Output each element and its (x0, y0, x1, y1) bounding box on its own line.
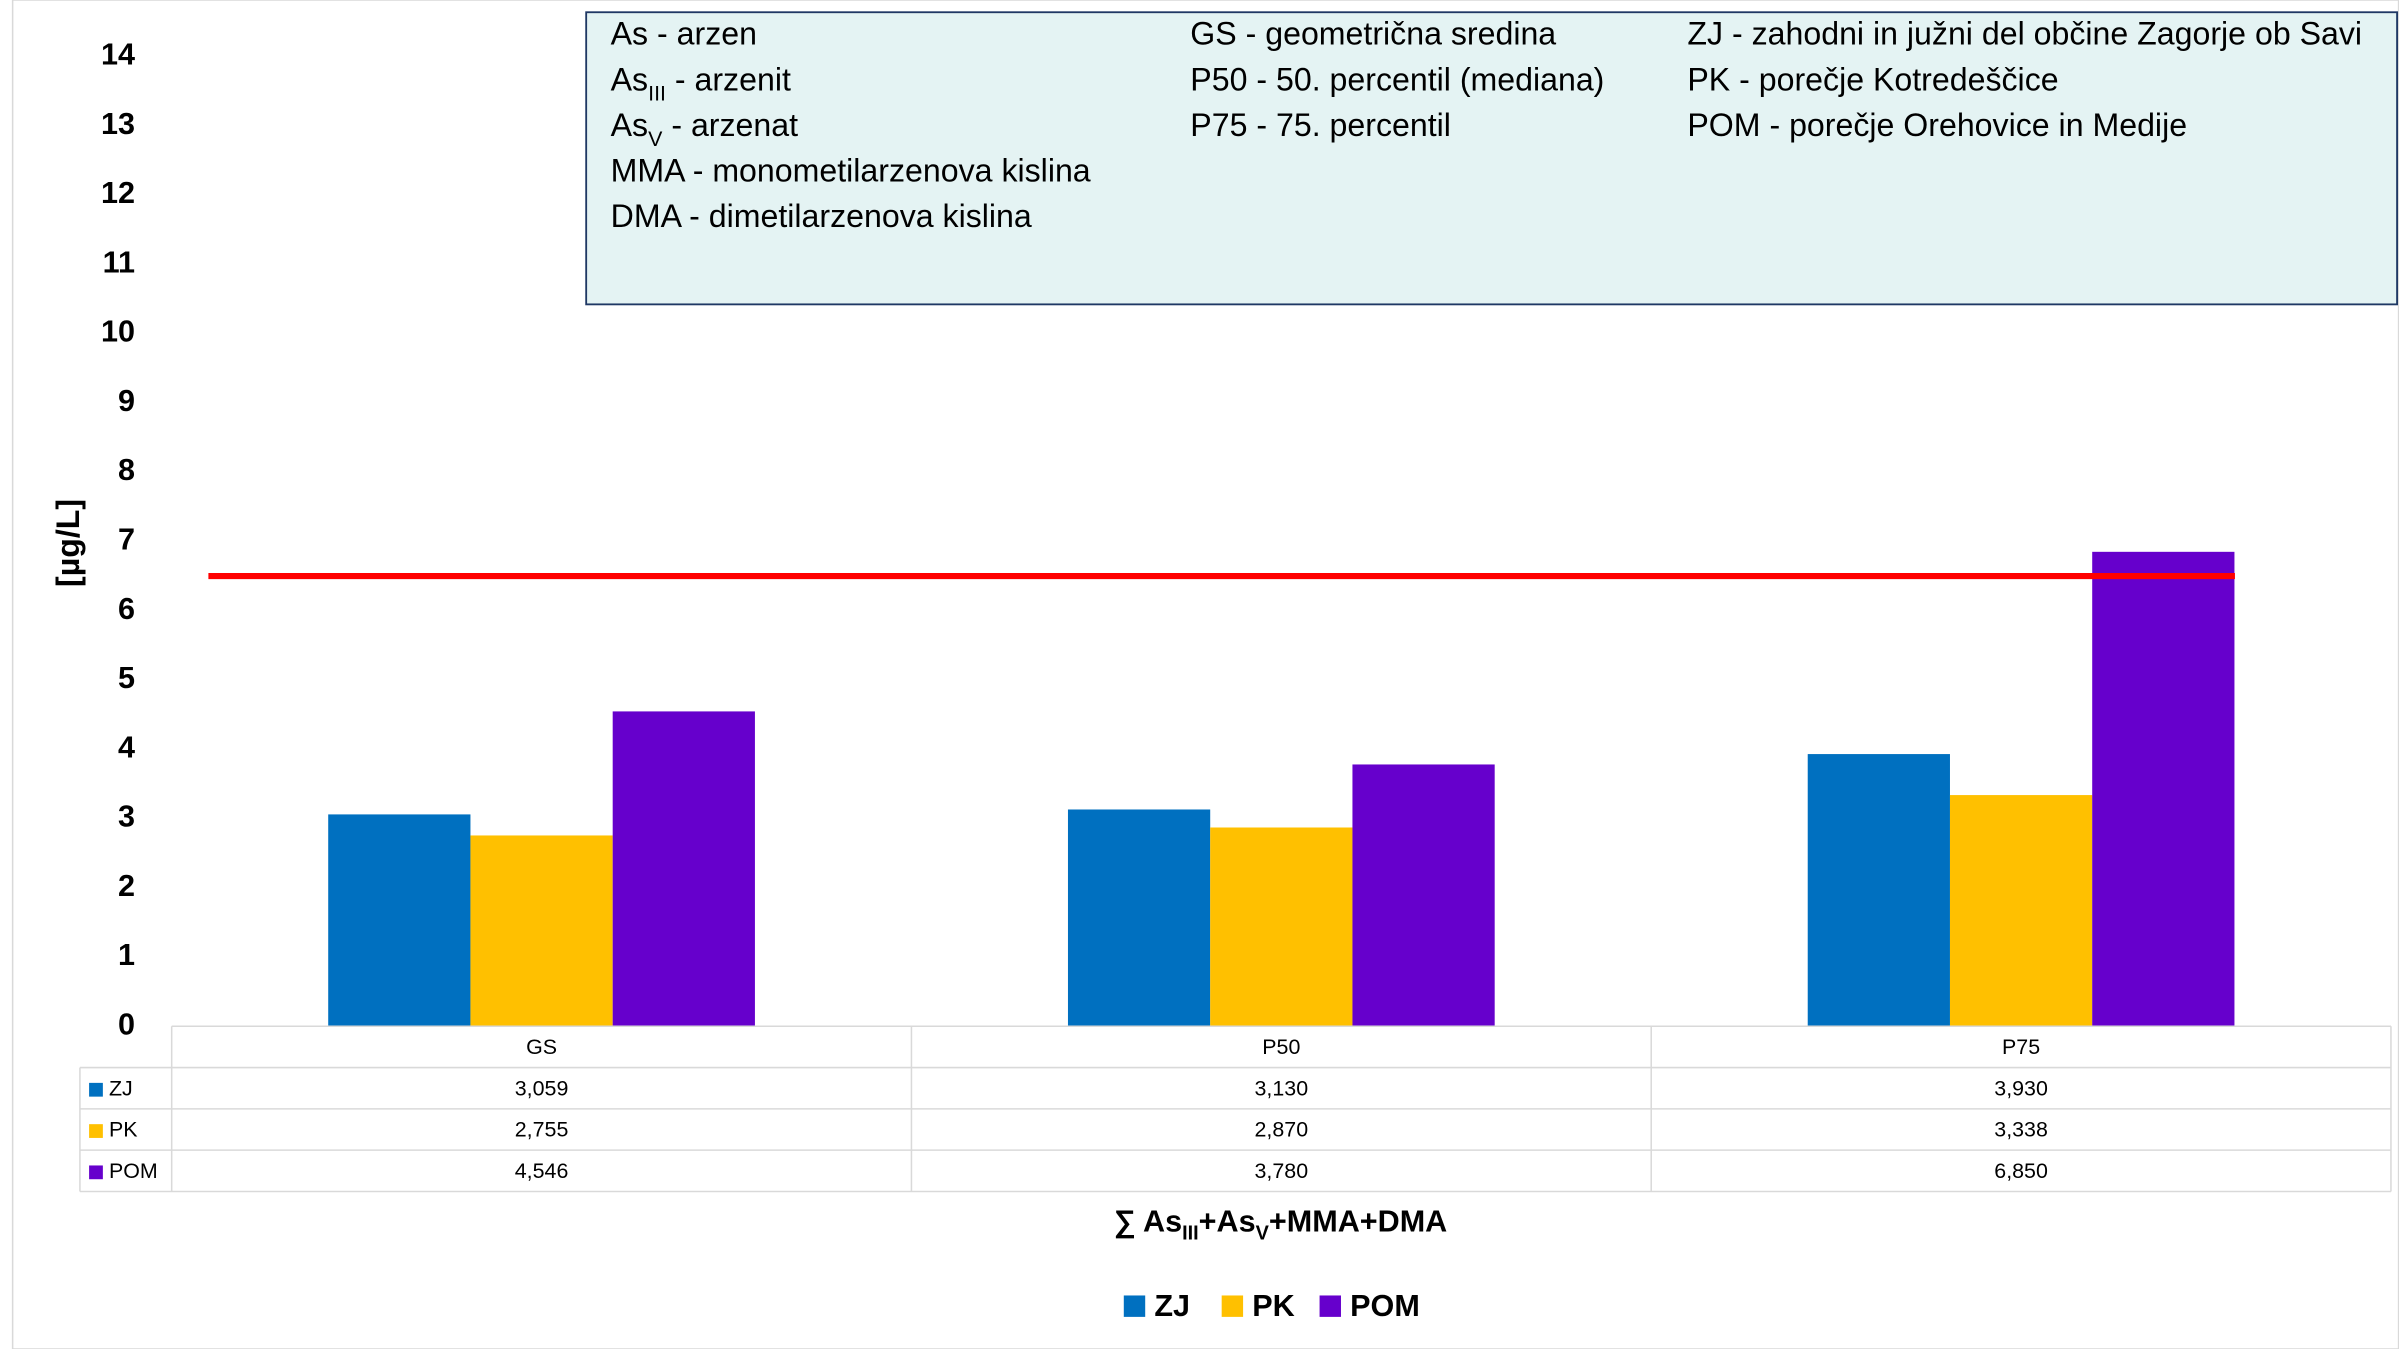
text-part: P50 - 50. percentil (mediana) (1190, 62, 1604, 98)
text-part: - arzenat (662, 107, 798, 143)
y-tick-label: 6 (118, 592, 135, 626)
legend-swatch (1221, 1295, 1244, 1317)
y-tick-label: 7 (118, 523, 135, 557)
glossary-entry: P75 - 75. percentil (1190, 107, 1451, 143)
table-value: 2,870 (1255, 1118, 1309, 1142)
x-tick-label: GS (526, 1035, 557, 1059)
glossary-entry: PK - porečje Kotredeščice (1687, 62, 2058, 98)
table-series-name: PK (109, 1118, 138, 1142)
table-series-name: POM (109, 1159, 158, 1183)
table-series-name: ZJ (109, 1076, 133, 1100)
y-tick-label: 8 (118, 453, 135, 487)
y-tick-label: 11 (103, 245, 135, 279)
legend-swatch (1123, 1295, 1146, 1317)
legend-label: POM (1350, 1289, 1420, 1323)
text-part: DMA - dimetilarzenova kislina (611, 199, 1032, 235)
text-part: +As (1199, 1205, 1256, 1239)
y-axis-label: [µg/L] (50, 499, 86, 587)
glossary-entry: POM - porečje Orehovice in Medije (1687, 107, 2187, 143)
glossary-entry: MMA - monometilarzenova kislina (611, 153, 1091, 189)
glossary-box (585, 11, 2398, 306)
text-part: P75 - 75. percentil (1190, 107, 1451, 143)
legend-label: ZJ (1154, 1289, 1190, 1323)
table-key (89, 1124, 103, 1138)
table-value: 3,130 (1255, 1076, 1309, 1100)
bar (1352, 764, 1495, 1027)
subscript: V (1256, 1223, 1270, 1245)
y-tick-label: 9 (118, 384, 135, 418)
text-part: As (611, 62, 648, 98)
bar (2092, 551, 2235, 1027)
bar (612, 711, 755, 1027)
y-tick-label: 12 (101, 176, 135, 210)
glossary-entry: As - arzen (611, 16, 757, 52)
glossary-entry: AsV - arzenat (611, 107, 798, 150)
table-value: 3,338 (1994, 1118, 2048, 1142)
glossary-entry: DMA - dimetilarzenova kislina (611, 199, 1032, 235)
text-part: PK - porečje Kotredeščice (1687, 62, 2058, 98)
x-tick-label: P50 (1262, 1035, 1300, 1059)
text-part: MMA - monometilarzenova kislina (611, 153, 1091, 189)
table-value: 3,059 (515, 1076, 569, 1100)
bar (470, 835, 613, 1027)
x-axis-label: ∑ AsIII+AsV+MMA+DMA (1114, 1205, 1447, 1245)
glossary-entry: GS - geometrična sredina (1190, 16, 1556, 52)
y-tick-label: 10 (101, 315, 135, 349)
y-tick-label: 4 (118, 730, 135, 764)
legend-label: PK (1252, 1289, 1294, 1323)
text-part: POM - porečje Orehovice in Medije (1687, 107, 2187, 143)
text-part: ∑ As (1114, 1205, 1182, 1239)
text-part: As - arzen (611, 16, 757, 52)
y-tick-label: 2 (118, 869, 135, 903)
glossary-entry: AsIII - arzenit (611, 62, 791, 105)
bar (1210, 827, 1353, 1027)
y-tick-label: 14 (101, 38, 135, 72)
bar (328, 814, 471, 1027)
table-key (89, 1165, 103, 1180)
x-tick-label: P75 (2002, 1035, 2040, 1059)
glossary-entry: P50 - 50. percentil (mediana) (1190, 62, 1604, 98)
bar (1807, 754, 1950, 1027)
subscript: III (648, 81, 666, 105)
table-value: 4,546 (515, 1159, 569, 1183)
legend-swatch (1319, 1295, 1341, 1317)
subscript: V (648, 127, 663, 151)
text-part: GS - geometrična sredina (1190, 16, 1556, 52)
glossary-entry: ZJ - zahodni in južni del občine Zagorje… (1687, 16, 2362, 52)
table-value: 3,780 (1255, 1159, 1309, 1183)
bar (1949, 795, 2093, 1027)
text-part: As (611, 107, 648, 143)
table-value: 2,755 (515, 1118, 569, 1142)
y-tick-label: 1 (118, 938, 135, 972)
y-tick-label: 13 (101, 107, 135, 141)
bar (1067, 809, 1211, 1027)
table-key (89, 1082, 103, 1097)
y-tick-label: 0 (118, 1007, 135, 1041)
text-part: ZJ - zahodni in južni del občine Zagorje… (1687, 16, 2362, 52)
text-part: +MMA+DMA (1269, 1205, 1447, 1239)
table-value: 6,850 (1994, 1159, 2048, 1183)
y-tick-label: 5 (118, 661, 135, 695)
subscript: III (1182, 1223, 1199, 1245)
table-value: 3,930 (1994, 1076, 2048, 1100)
y-tick-label: 3 (118, 800, 135, 834)
text-part: - arzenit (666, 62, 791, 98)
